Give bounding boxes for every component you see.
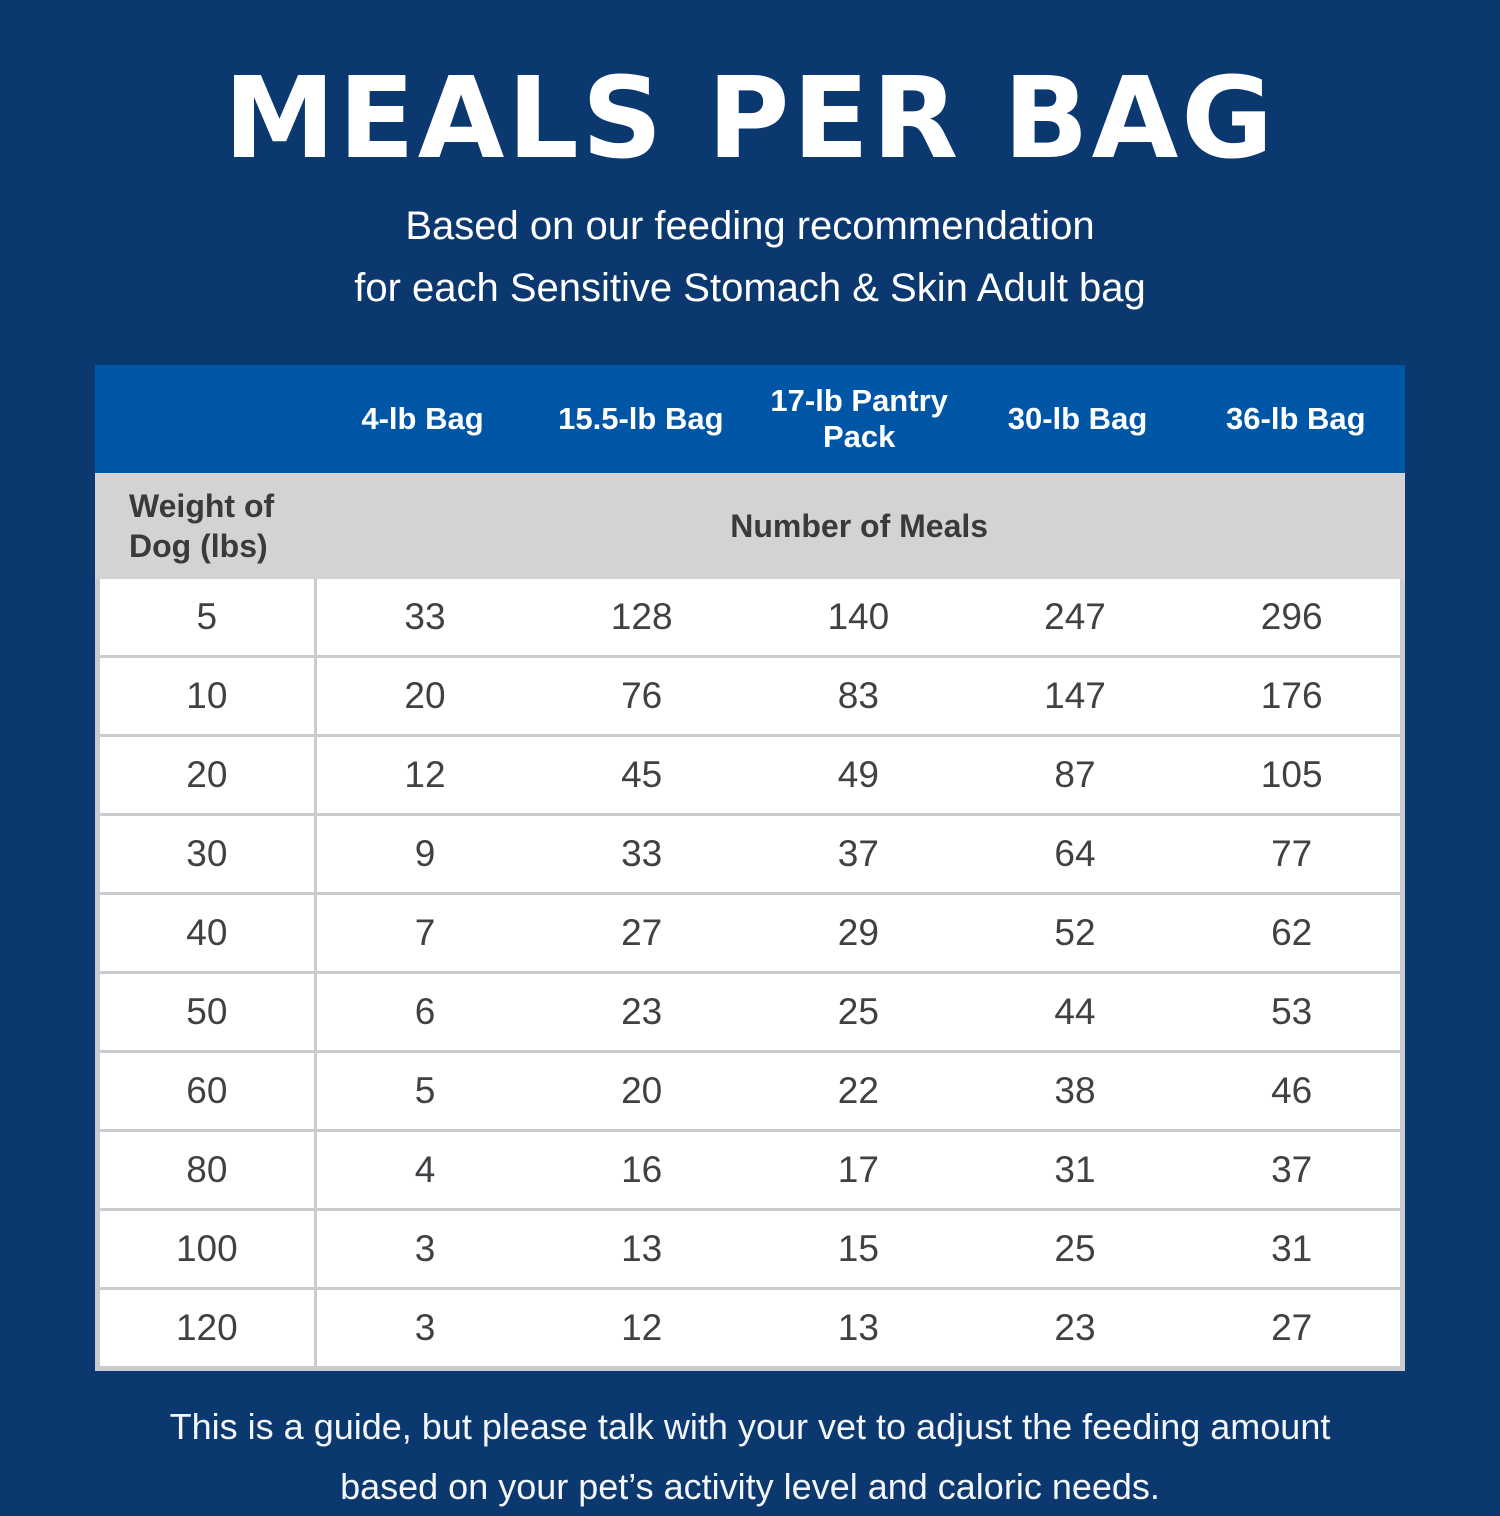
meals-value: 33 (404, 596, 446, 638)
weight-value: 5 (100, 579, 317, 656)
meals-value: 12 (621, 1307, 663, 1349)
bag-header-30lb: 30-lb Bag (1007, 400, 1148, 436)
meals-value: 176 (1260, 675, 1323, 717)
meals-value: 46 (1271, 1070, 1313, 1112)
meals-value: 31 (1054, 1149, 1096, 1191)
meals-value: 33 (621, 833, 663, 875)
meals-value: 16 (621, 1149, 663, 1191)
subtitle-line-1: Based on our feeding recommendation (405, 204, 1095, 249)
table-row: 5 33 128 140 247 296 (100, 579, 1400, 659)
meals-value: 296 (1260, 596, 1323, 638)
page-title: MEALS PER BAG (223, 54, 1277, 184)
weight-value: 80 (100, 1132, 317, 1209)
meals-value: 247 (1044, 596, 1106, 638)
number-of-meals-header: Number of Meals (730, 507, 989, 544)
bag-header-15-5lb: 15.5-lb Bag (558, 400, 724, 436)
meals-value: 13 (837, 1307, 879, 1349)
weight-of-dog-header: Weight of Dog (lbs) (129, 488, 275, 565)
meals-value: 37 (837, 833, 879, 875)
table-row: 20 12 45 49 87 105 (100, 737, 1400, 817)
meals-value: 23 (621, 991, 663, 1033)
weight-value: 60 (100, 1053, 317, 1130)
meals-value: 64 (1054, 833, 1096, 875)
meals-value: 49 (837, 754, 879, 796)
meals-value: 4 (414, 1149, 436, 1191)
meals-value: 25 (1054, 1228, 1096, 1270)
table-row: 50 6 23 25 44 53 (100, 974, 1400, 1054)
meals-value: 20 (621, 1070, 663, 1112)
meals-value: 29 (837, 912, 879, 954)
bag-header-36lb: 36-lb Bag (1226, 400, 1366, 436)
meals-value: 105 (1260, 754, 1323, 796)
meals-value: 7 (414, 912, 436, 954)
weight-value: 20 (100, 737, 317, 814)
meals-value: 9 (414, 833, 436, 875)
bag-header-17lb-pantry-pack: 17-lb Pantry Pack (770, 382, 948, 455)
weight-value: 30 (100, 816, 317, 893)
bag-header-row: 4-lb Bag 15.5-lb Bag 17-lb Pantry Pack 3… (95, 365, 1405, 474)
bag-header-4lb: 4-lb Bag (361, 400, 484, 436)
meals-value: 37 (1271, 1149, 1313, 1191)
table-row: 80 4 16 17 31 37 (100, 1132, 1400, 1212)
footer-note: This is a guide, but please talk with yo… (0, 1397, 1500, 1516)
table-row: 120 3 12 13 23 27 (100, 1290, 1400, 1367)
table-row: 40 7 27 29 52 62 (100, 895, 1400, 975)
meals-value: 3 (414, 1228, 436, 1270)
meals-value: 25 (837, 991, 879, 1033)
meals-value: 27 (1271, 1307, 1313, 1349)
meals-value: 52 (1054, 912, 1096, 954)
meals-per-bag-table: 4-lb Bag 15.5-lb Bag 17-lb Pantry Pack 3… (95, 365, 1405, 1372)
table-row: 100 3 13 15 25 31 (100, 1211, 1400, 1291)
sub-header-row: Weight of Dog (lbs) Number of Meals (95, 473, 1405, 580)
footer-line-2: based on your pet’s activity level and c… (340, 1465, 1160, 1507)
title-block: MEALS PER BAG Based on our feeding recom… (0, 0, 1500, 319)
meals-value: 23 (1054, 1307, 1096, 1349)
meals-value: 27 (621, 912, 663, 954)
meals-value: 5 (414, 1070, 436, 1112)
meals-value: 17 (837, 1149, 879, 1191)
meals-value: 44 (1054, 991, 1096, 1033)
table-body: 5 33 128 140 247 296 10 20 76 83 147 176 20 12 45 49 87 1… (95, 579, 1405, 1372)
meals-value: 77 (1271, 833, 1313, 875)
meals-value: 53 (1271, 991, 1313, 1033)
meals-value: 6 (414, 991, 436, 1033)
meals-value: 147 (1044, 675, 1106, 717)
meals-value: 76 (621, 675, 663, 717)
meals-value: 83 (837, 675, 879, 717)
meals-value: 87 (1054, 754, 1096, 796)
weight-value: 50 (100, 974, 317, 1051)
meals-value: 45 (621, 754, 663, 796)
meals-value: 12 (404, 754, 446, 796)
footer-line-1: This is a guide, but please talk with yo… (169, 1406, 1331, 1448)
meals-value: 140 (827, 596, 890, 638)
table-row: 30 9 33 37 64 77 (100, 816, 1400, 896)
meals-value: 128 (610, 596, 673, 638)
weight-value: 10 (100, 658, 317, 735)
page-subtitle: Based on our feeding recommendation for … (0, 195, 1500, 319)
meals-value: 62 (1271, 912, 1313, 954)
bag-header-empty-cell (95, 365, 313, 473)
weight-value: 100 (100, 1211, 317, 1288)
table-row: 10 20 76 83 147 176 (100, 658, 1400, 738)
weight-value: 120 (100, 1290, 317, 1367)
meals-value: 15 (837, 1228, 879, 1270)
meals-value: 38 (1054, 1070, 1096, 1112)
meals-value: 20 (404, 675, 446, 717)
meals-value: 31 (1271, 1228, 1313, 1270)
meals-value: 22 (837, 1070, 879, 1112)
weight-value: 40 (100, 895, 317, 972)
table-row: 60 5 20 22 38 46 (100, 1053, 1400, 1133)
subtitle-line-2: for each Sensitive Stomach & Skin Adult … (354, 266, 1146, 311)
meals-value: 13 (621, 1228, 663, 1270)
meals-value: 3 (414, 1307, 436, 1349)
